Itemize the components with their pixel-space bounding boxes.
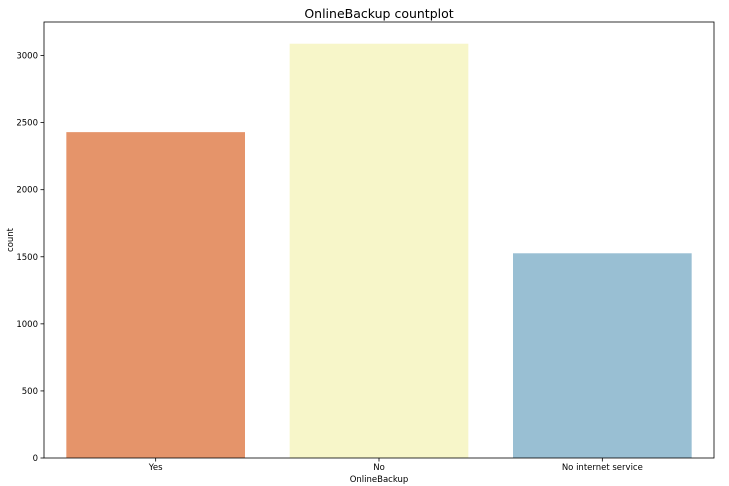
bar-yes bbox=[66, 132, 245, 458]
x-tick-label: No bbox=[373, 463, 385, 473]
y-tick-label: 2000 bbox=[16, 186, 38, 196]
chart-title: OnlineBackup countplot bbox=[304, 6, 453, 21]
y-tick-label: 3000 bbox=[16, 52, 38, 62]
x-tick-label: Yes bbox=[148, 463, 163, 473]
bar-no-internet-service bbox=[513, 253, 692, 458]
bars-group bbox=[66, 43, 692, 459]
bar-no bbox=[289, 43, 469, 459]
y-tick-label: 0 bbox=[33, 454, 38, 464]
x-axis-label: OnlineBackup bbox=[350, 475, 409, 485]
x-tick-label: No internet service bbox=[562, 463, 643, 473]
y-tick-label: 1000 bbox=[16, 320, 38, 330]
y-tick-label: 2500 bbox=[16, 119, 38, 129]
y-axis: 0 500 1000 1500 2000 2500 3000 bbox=[16, 52, 44, 464]
y-tick-label: 1500 bbox=[16, 253, 38, 263]
y-tick-label: 500 bbox=[22, 387, 38, 397]
plot-frame bbox=[43, 21, 715, 459]
y-axis-label: count bbox=[6, 227, 16, 252]
x-axis: Yes No No internet service bbox=[148, 458, 643, 473]
